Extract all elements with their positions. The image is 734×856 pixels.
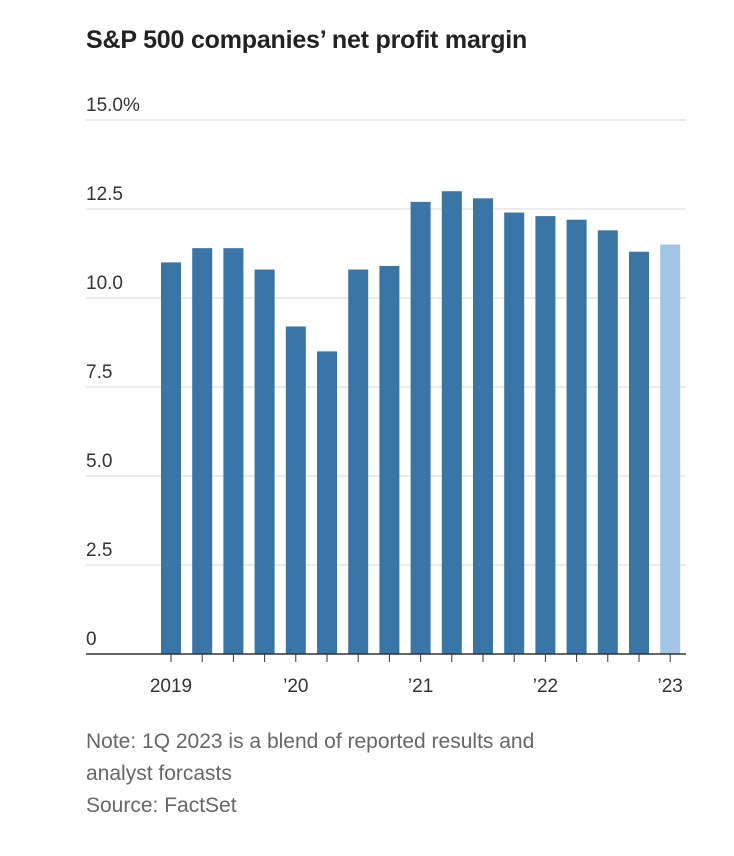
bars xyxy=(161,191,681,655)
y-axis-labels: 15.0% 12.5 10.0 7.5 5.0 2.5 0 xyxy=(86,95,140,650)
bar xyxy=(192,248,213,654)
chart-title: S&P 500 companies’ net profit margin xyxy=(86,26,528,54)
bar xyxy=(597,230,618,655)
bar xyxy=(348,269,369,654)
bar xyxy=(285,326,306,654)
bar xyxy=(566,219,587,654)
bar xyxy=(660,244,681,654)
bar xyxy=(473,198,493,654)
source-line: Source: FactSet xyxy=(86,794,237,817)
x-tick-label: 2019 xyxy=(150,676,192,697)
x-tick-label: ’21 xyxy=(408,676,433,697)
y-tick-label: 15.0% xyxy=(86,95,140,116)
chart-notes: Note: 1Q 2023 is a blend of reported res… xyxy=(86,726,706,822)
bar xyxy=(254,269,275,654)
bar xyxy=(629,251,649,654)
y-tick-label: 7.5 xyxy=(86,362,112,383)
bar xyxy=(161,262,181,654)
bar xyxy=(441,191,462,654)
x-axis-ticks: 2019 ’20 ’21 ’22 ’23 xyxy=(150,654,683,697)
note-line-2: analyst forcasts xyxy=(86,762,232,785)
bar-chart: 15.0% 12.5 10.0 7.5 5.0 2.5 0 2019 ’20 ’21 ’22 ’23 xyxy=(86,95,686,697)
note-line-1: Note: 1Q 2023 is a blend of reported res… xyxy=(86,730,535,753)
y-tick-label: 0 xyxy=(86,629,97,650)
y-tick-label: 12.5 xyxy=(86,184,123,205)
bar xyxy=(410,201,431,654)
bar xyxy=(379,265,400,654)
y-tick-label: 5.0 xyxy=(86,451,112,472)
x-tick-label: ’20 xyxy=(283,676,308,697)
y-tick-label: 10.0 xyxy=(86,273,123,294)
bar xyxy=(535,216,556,654)
y-tick-label: 2.5 xyxy=(86,540,112,561)
x-tick-label: ’22 xyxy=(533,676,558,697)
x-tick-label: ’23 xyxy=(658,676,683,697)
bar xyxy=(317,351,337,654)
bar xyxy=(504,212,525,654)
bar xyxy=(223,248,244,654)
